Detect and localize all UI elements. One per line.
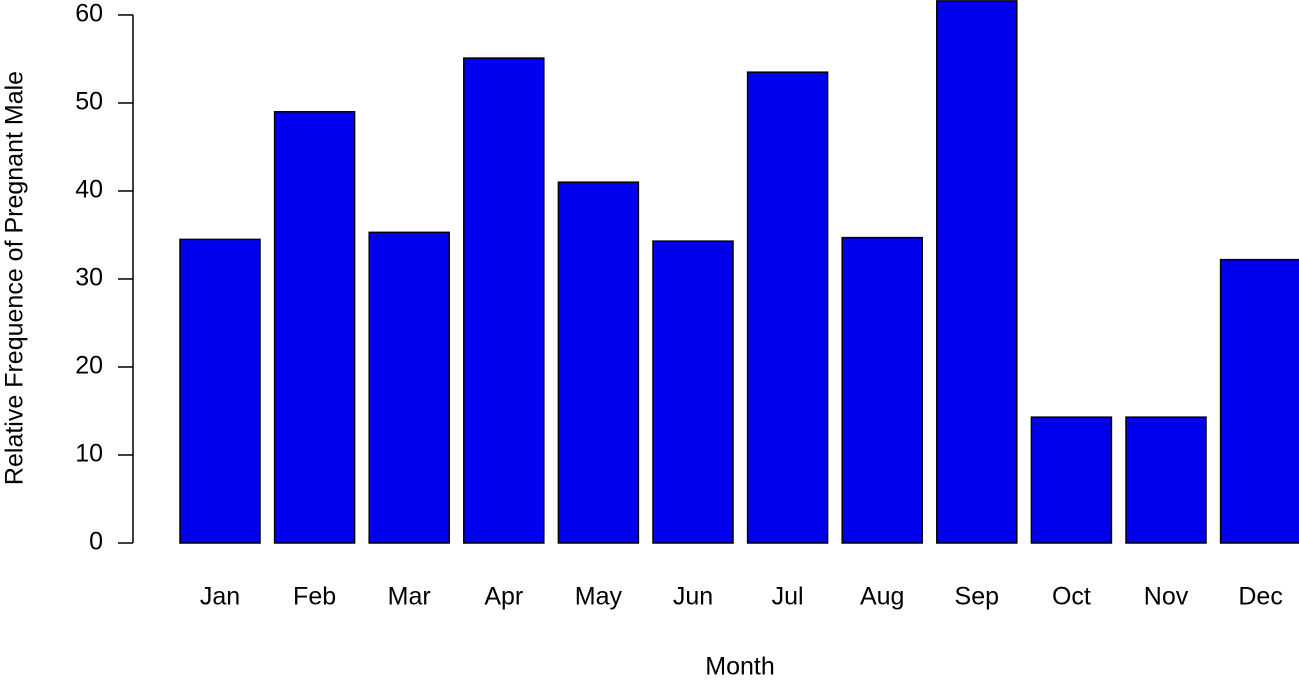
bar [1219,258,1299,544]
y-axis-label: Relative Frequence of Pregnant Male [1,71,29,485]
x-tick-label: Apr [484,583,523,611]
x-tick-label: May [575,583,623,611]
bar [936,0,1018,544]
y-tick-label: 20 [75,352,103,380]
bar [463,57,545,544]
x-tick-label: Dec [1238,583,1282,611]
y-tick-label: 60 [75,0,103,28]
bar [273,111,356,544]
bar [746,71,829,544]
x-tick-label: Nov [1144,583,1189,611]
x-tick-label: Sep [955,583,999,611]
bar [652,240,734,544]
bar [557,181,640,544]
x-axis-label: Month [705,653,774,680]
y-tick-label: 40 [75,176,103,204]
x-tick-label: Mar [388,583,431,611]
x-tick-label: Jul [772,583,804,611]
bar [1125,416,1207,544]
y-tick-label: 10 [75,440,103,468]
bar [179,238,261,544]
x-tick-label: Aug [860,583,904,611]
y-tick-label: 0 [89,528,103,556]
bar [368,231,450,544]
bar [1030,416,1113,544]
x-tick-label: Feb [293,583,336,611]
y-tick-label: 50 [75,88,103,116]
bar [841,236,923,544]
x-tick-label: Jun [673,583,713,611]
y-tick-label: 30 [75,264,103,292]
x-tick-label: Jan [200,583,240,611]
x-tick-label: Oct [1052,583,1091,611]
